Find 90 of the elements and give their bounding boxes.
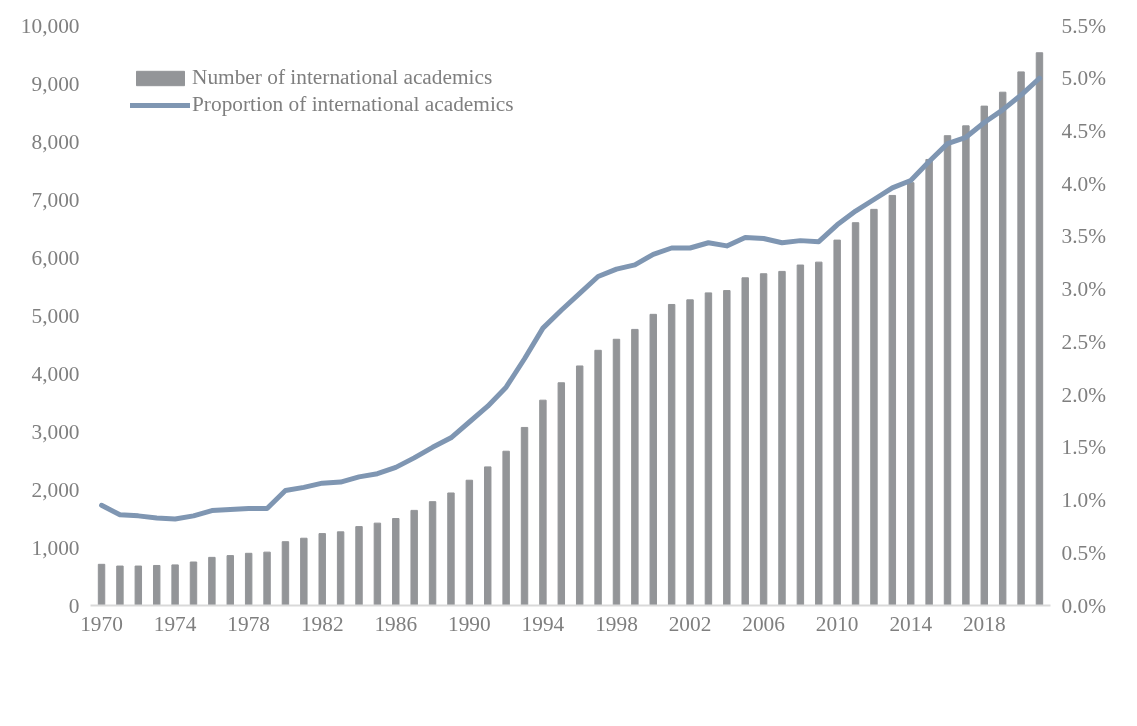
bar (97, 563, 106, 606)
y2-tick-label: 5.0% (1061, 66, 1107, 91)
y2-tick-label: 4.0% (1061, 171, 1107, 196)
bar (226, 555, 234, 606)
bar (281, 541, 290, 606)
y-tick-label: 7,000 (31, 187, 80, 212)
x-tick-label: 1982 (300, 611, 344, 636)
bar (300, 537, 308, 606)
bar (171, 564, 179, 606)
y-tick-label: 8,000 (31, 129, 80, 154)
y2-tick-label: 4.5% (1061, 118, 1107, 143)
bar (318, 533, 326, 606)
bar (833, 239, 841, 606)
bar (557, 382, 566, 606)
y2-tick-label: 2.5% (1061, 329, 1107, 354)
y-tick-label: 4,000 (31, 361, 80, 386)
bar (336, 531, 345, 606)
x-tick-label: 2002 (668, 611, 712, 636)
bar (686, 299, 694, 606)
bar (815, 261, 823, 606)
bar (998, 91, 1007, 606)
bar (907, 182, 915, 606)
bar (612, 338, 621, 606)
bar (778, 270, 786, 606)
y-tick-label: 1,000 (31, 535, 80, 560)
bar (870, 208, 878, 606)
bar (759, 273, 768, 606)
y2-tick-label: 1.5% (1061, 435, 1107, 460)
x-tick-label: 2018 (962, 611, 1006, 636)
bar (428, 501, 437, 606)
bar (263, 551, 271, 606)
y2-tick-label: 0.0% (1061, 593, 1107, 618)
y2-tick-label: 3.5% (1061, 224, 1107, 249)
bar (851, 222, 860, 606)
y-tick-label: 3,000 (31, 419, 80, 444)
y2-tick-label: 3.0% (1061, 277, 1107, 302)
y2-tick-label: 5.5% (1061, 13, 1107, 38)
bar (962, 125, 970, 606)
bar (134, 565, 143, 606)
x-tick-label: 1990 (448, 611, 491, 636)
bar (410, 509, 418, 606)
bar (447, 492, 455, 606)
x-tick-label: 2014 (889, 611, 933, 636)
y2-tick-label: 1.0% (1061, 488, 1107, 513)
y2-tick-label: 2.0% (1061, 382, 1107, 407)
bar (244, 552, 253, 606)
bar (575, 365, 584, 606)
x-tick-label: 1994 (521, 611, 565, 636)
bar (925, 158, 933, 606)
x-tick-label: 1998 (595, 611, 638, 636)
bar (796, 264, 805, 606)
bar (631, 328, 639, 606)
bar (594, 349, 602, 606)
bar (888, 194, 897, 606)
bar (392, 518, 400, 606)
bar (520, 426, 529, 606)
bar (1017, 71, 1025, 606)
y2-tick-label: 0.5% (1061, 540, 1107, 565)
bar (704, 292, 713, 606)
bar (189, 561, 198, 606)
y-tick-label: 6,000 (31, 245, 80, 270)
y-tick-label: 9,000 (31, 71, 80, 96)
bar (502, 450, 510, 606)
x-tick-label: 1978 (227, 611, 270, 636)
legend-label: Number of international academics (192, 65, 493, 90)
bar (1035, 52, 1044, 606)
x-tick-label: 1986 (374, 611, 418, 636)
x-tick-label: 1974 (153, 611, 197, 636)
bar (484, 466, 492, 606)
bar (667, 303, 676, 606)
bar (723, 290, 731, 606)
bar (116, 565, 124, 606)
y-tick-label: 0 (68, 593, 80, 618)
bar (208, 556, 216, 606)
bar (649, 313, 657, 606)
x-tick-label: 2010 (815, 611, 859, 636)
bar (943, 135, 952, 606)
legend-label: Proportion of international academics (192, 92, 514, 117)
x-tick-label: 2006 (742, 611, 786, 636)
y-tick-label: 10,000 (20, 13, 80, 38)
y-tick-label: 2,000 (31, 477, 80, 502)
x-tick-label: 1970 (80, 611, 123, 636)
bar (741, 277, 749, 606)
bar (152, 564, 161, 606)
bar (373, 522, 382, 606)
bar (465, 479, 474, 606)
bar (355, 526, 363, 606)
bar (539, 399, 547, 606)
bar (980, 105, 989, 606)
y-tick-label: 5,000 (31, 303, 80, 328)
